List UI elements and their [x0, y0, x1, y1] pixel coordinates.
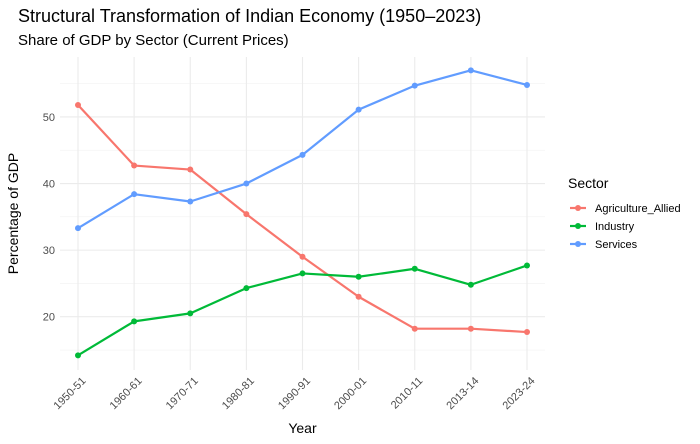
legend-label: Agriculture_Allied	[595, 203, 681, 215]
x-tick-label: 1980-81	[220, 375, 257, 412]
data-point	[75, 352, 81, 358]
x-tick-label: 1970-71	[164, 375, 201, 412]
legend-key-point	[575, 241, 581, 247]
legend-title: Sector	[568, 175, 609, 191]
data-point	[356, 294, 362, 300]
x-tick-label: 2010-11	[389, 375, 425, 411]
data-point	[131, 191, 137, 197]
x-tick-label: 2013-14	[444, 375, 481, 412]
data-point	[356, 274, 362, 280]
data-point	[524, 82, 530, 88]
x-tick-label: 1950-51	[52, 375, 89, 412]
data-point	[412, 83, 418, 89]
axes: 20 30 40 50 1950-51 1960-61 1970-71 1980-81 1990…	[5, 112, 538, 436]
data-point	[356, 107, 362, 113]
x-tick-label: 1990-91	[276, 375, 313, 412]
data-point	[300, 270, 306, 276]
y-tick-label: 50	[43, 112, 55, 124]
data-point	[468, 326, 474, 332]
data-point	[300, 152, 306, 158]
x-tick-label: 1960-61	[108, 375, 145, 412]
data-point	[131, 163, 137, 169]
data-point	[524, 329, 530, 335]
y-tick-label: 20	[43, 312, 55, 324]
data-point	[187, 199, 193, 205]
data-point	[524, 262, 530, 268]
legend-key-point	[575, 205, 581, 211]
legend-label: Industry	[595, 221, 635, 233]
x-axis-title: Year	[288, 420, 317, 436]
legend-key-point	[575, 223, 581, 229]
data-point	[187, 167, 193, 173]
y-axis-title: Percentage of GDP	[5, 153, 21, 274]
y-tick-label: 40	[43, 179, 55, 191]
data-point	[300, 254, 306, 260]
data-point	[468, 67, 474, 73]
x-tick-label: 2023-24	[501, 375, 538, 412]
y-tick-label: 30	[43, 245, 55, 257]
legend: Sector Agriculture_Allied Industry Services	[568, 175, 681, 251]
legend-label: Services	[595, 239, 638, 251]
data-point	[75, 102, 81, 108]
data-point	[243, 211, 249, 217]
data-point	[412, 326, 418, 332]
data-point	[131, 318, 137, 324]
data-point	[187, 310, 193, 316]
data-point	[243, 285, 249, 291]
data-point	[75, 225, 81, 231]
data-point	[412, 266, 418, 272]
data-point	[243, 181, 249, 187]
x-tick-label: 2000-01	[332, 375, 369, 412]
line-chart: 20 30 40 50 1950-51 1960-61 1970-71 1980-81 1990…	[0, 0, 700, 444]
data-point	[468, 282, 474, 288]
